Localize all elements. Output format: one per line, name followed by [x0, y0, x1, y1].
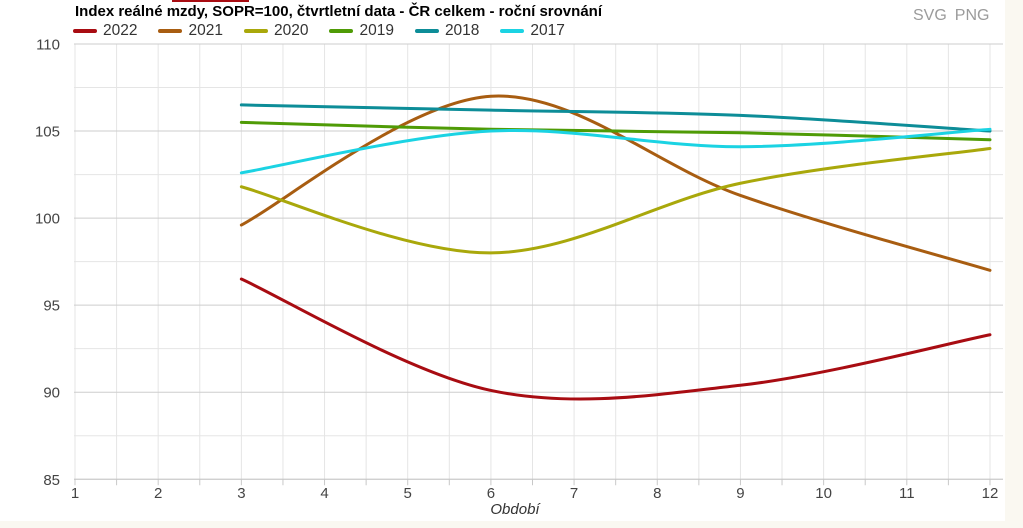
legend-item-2020[interactable]: 2020: [243, 22, 309, 40]
x-axis-tick-label: 5: [404, 485, 412, 502]
legend-color-dash: [414, 29, 439, 33]
x-axis-tick-label: 6: [487, 485, 495, 502]
legend-color-dash: [158, 29, 183, 33]
legend-label: 2019: [359, 22, 394, 39]
legend-label: 2022: [103, 22, 138, 39]
chart-legend: 2022 2021 2020 2019 2018 2017: [73, 22, 586, 40]
y-axis-tick-label: 100: [35, 211, 60, 228]
x-axis-tick-label: 2: [154, 485, 162, 502]
legend-item-2022[interactable]: 2022: [73, 22, 137, 40]
legend-color-dash: [73, 29, 97, 33]
series-line-2020[interactable]: [239, 146, 992, 255]
legend-item-2017[interactable]: 2017: [500, 22, 565, 40]
series-line-2022[interactable]: [239, 277, 992, 401]
legend-color-dash: [243, 29, 268, 33]
chart-title: Index reálné mzdy, SOPR=100, čtvrtletní …: [75, 3, 602, 20]
x-axis-tick-label: 1: [71, 485, 79, 502]
y-axis-tick-label: 110: [36, 37, 60, 54]
y-axis-tick-label: 85: [43, 472, 60, 489]
y-axis-tick-label: 105: [35, 124, 60, 141]
export-links: SVG PNG: [913, 7, 989, 25]
x-axis-tick-label: 11: [899, 485, 915, 502]
export-png-link[interactable]: PNG: [954, 7, 990, 24]
legend-item-2019[interactable]: 2019: [329, 22, 394, 40]
legend-color-dash: [500, 29, 525, 33]
legend-item-2018[interactable]: 2018: [414, 22, 480, 40]
series-line-2018[interactable]: [239, 103, 992, 133]
legend-label: 2020: [273, 22, 309, 39]
legend-label: 2018: [444, 22, 480, 39]
x-axis-tick-label: 9: [736, 485, 744, 502]
x-axis-tick-label: 8: [653, 485, 661, 502]
x-axis-tick-label: 10: [815, 485, 832, 502]
series-line-2021[interactable]: [239, 94, 992, 272]
chart-panel: Index reálné mzdy, SOPR=100, čtvrtletní …: [0, 0, 1005, 521]
y-axis-tick-label: 95: [43, 298, 60, 315]
legend-item-2021[interactable]: 2021: [158, 22, 223, 40]
y-axis-tick-label: 90: [43, 385, 60, 402]
x-axis-tick-label: 7: [570, 485, 578, 502]
x-axis-tick-label: 3: [237, 485, 245, 502]
x-axis-tick-label: 12: [982, 485, 999, 502]
x-axis-tick-label: 4: [320, 485, 328, 502]
legend-label: 2021: [188, 22, 223, 39]
x-axis-title: Období: [490, 501, 540, 518]
export-svg-link[interactable]: SVG: [913, 7, 947, 24]
legend-color-dash: [329, 29, 354, 33]
legend-label: 2017: [530, 22, 565, 39]
series-line-2019[interactable]: [239, 120, 992, 142]
series-line-2017[interactable]: [239, 127, 992, 175]
top-edge-artifact: [172, 0, 249, 2]
